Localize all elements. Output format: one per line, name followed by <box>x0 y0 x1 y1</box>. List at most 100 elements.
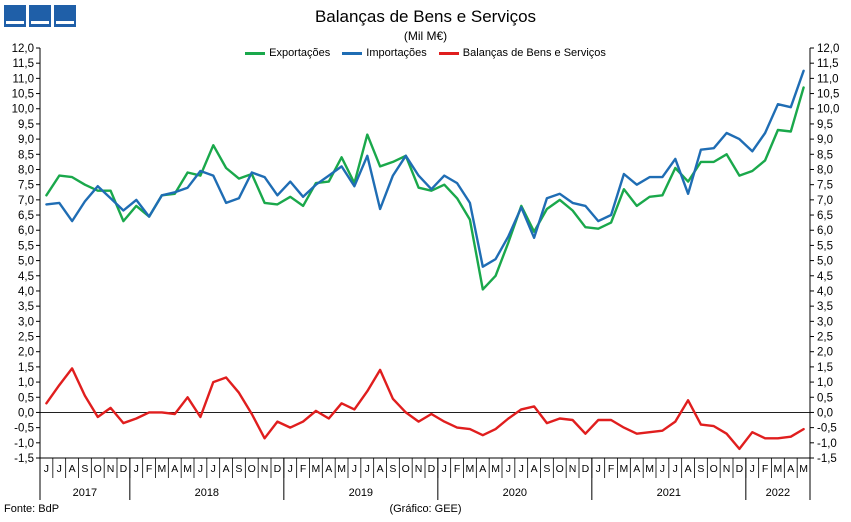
chart-title: Balanças de Bens e Serviços <box>314 7 537 26</box>
month-label: S <box>389 463 396 475</box>
y-tick-label-left: 10,0 <box>12 104 34 116</box>
month-label: N <box>107 463 115 475</box>
month-label: A <box>325 463 332 475</box>
month-label: A <box>479 463 486 475</box>
month-label: N <box>723 463 731 475</box>
month-label: A <box>223 463 230 475</box>
y-tick-label-left: 2,5 <box>18 332 34 344</box>
y-tick-label-left: 6,5 <box>18 210 34 222</box>
y-tick-label-left: 6,0 <box>18 225 34 237</box>
y-tick-label-right: 8,0 <box>817 164 833 176</box>
month-label: J <box>519 463 524 475</box>
month-label: O <box>248 463 256 475</box>
month-label: D <box>582 463 590 475</box>
logo-square-icon <box>29 5 51 27</box>
y-tick-label-right: 0,5 <box>817 392 833 404</box>
legend-item-balance: Balanças de Bens e Serviços <box>438 47 606 59</box>
month-label: F <box>608 463 614 475</box>
y-tick-label-left: 0,5 <box>18 392 34 404</box>
year-label: 2022 <box>766 487 790 499</box>
y-tick-label-right: -1,0 <box>817 438 837 450</box>
year-label: 2018 <box>195 487 219 499</box>
chart-subtitle: (Mil M€) <box>403 29 448 43</box>
month-label: J <box>44 463 49 475</box>
y-tick-label-left: 4,5 <box>18 271 34 283</box>
year-label: 2021 <box>657 487 681 499</box>
legend-swatch-imports <box>342 51 363 55</box>
y-tick-label-right: -0,5 <box>817 423 837 435</box>
month-label: M <box>337 463 346 475</box>
month-label: F <box>146 463 152 475</box>
y-tick-label-right: 7,0 <box>817 195 833 207</box>
y-tick-label-left: 3,5 <box>18 301 34 313</box>
month-label: F <box>300 463 306 475</box>
month-label: A <box>531 463 538 475</box>
legend: Exportações Importações Balanças de Bens… <box>0 47 851 59</box>
y-tick-label-left: 9,5 <box>18 119 34 131</box>
y-tick-label-left: 1,5 <box>18 362 34 374</box>
legend-swatch-exports <box>245 51 266 55</box>
month-label: J <box>673 463 678 475</box>
month-label: S <box>543 463 550 475</box>
month-label: M <box>183 463 192 475</box>
y-tick-label-right: 6,0 <box>817 225 833 237</box>
month-label: A <box>787 463 794 475</box>
month-label: J <box>57 463 62 475</box>
credit-note: (Gráfico: GEE) <box>389 503 462 515</box>
month-label: M <box>466 463 475 475</box>
logo-square-icon <box>54 5 76 27</box>
month-label: O <box>710 463 718 475</box>
y-tick-label-right: 1,0 <box>817 377 833 389</box>
month-label: D <box>736 463 744 475</box>
y-tick-label-right: 5,5 <box>817 240 833 252</box>
month-label: J <box>352 463 357 475</box>
month-label: D <box>274 463 282 475</box>
y-tick-label-right: 3,0 <box>817 316 833 328</box>
y-tick-label-left: 9,0 <box>18 134 34 146</box>
month-label: O <box>402 463 410 475</box>
y-tick-label-left: 8,5 <box>18 149 34 161</box>
month-label: M <box>774 463 783 475</box>
y-tick-label-right: 0,0 <box>817 407 833 419</box>
y-tick-label-right: 4,5 <box>817 271 833 283</box>
month-label: J <box>134 463 139 475</box>
y-tick-label-left: 2,0 <box>18 347 34 359</box>
y-tick-label-right: 11,5 <box>817 58 839 70</box>
month-label: M <box>491 463 500 475</box>
year-label: 2017 <box>73 487 97 499</box>
y-tick-label-right: 10,0 <box>817 104 839 116</box>
month-label: M <box>645 463 654 475</box>
y-tick-label-left: -1,0 <box>14 438 34 450</box>
month-label: M <box>312 463 321 475</box>
legend-label-imports: Importações <box>366 47 427 59</box>
month-label: O <box>94 463 102 475</box>
y-tick-label-left: 7,5 <box>18 180 34 192</box>
month-label: J <box>365 463 370 475</box>
month-label: J <box>198 463 203 475</box>
y-tick-label-right: -1,5 <box>817 453 837 465</box>
logo-square-icon <box>4 5 26 27</box>
y-tick-label-right: 1,5 <box>817 362 833 374</box>
month-label: S <box>697 463 704 475</box>
y-tick-label-right: 6,5 <box>817 210 833 222</box>
month-label: J <box>288 463 293 475</box>
month-label: N <box>569 463 577 475</box>
y-tick-label-left: -1,5 <box>14 453 34 465</box>
y-tick-label-right: 5,0 <box>817 256 833 268</box>
month-label: A <box>633 463 640 475</box>
month-label: O <box>556 463 564 475</box>
series-line-balance <box>45 367 805 451</box>
month-label: A <box>377 463 384 475</box>
legend-label-balance: Balanças de Bens e Serviços <box>462 47 606 59</box>
month-label: S <box>235 463 242 475</box>
month-label: N <box>415 463 423 475</box>
month-label: J <box>211 463 216 475</box>
series-line-exports <box>45 86 805 291</box>
y-tick-label-right: 2,0 <box>817 347 833 359</box>
month-label: M <box>158 463 167 475</box>
y-tick-label-right: 10,5 <box>817 89 839 101</box>
y-tick-label-right: 3,5 <box>817 301 833 313</box>
logo <box>4 5 76 27</box>
month-label: N <box>261 463 269 475</box>
